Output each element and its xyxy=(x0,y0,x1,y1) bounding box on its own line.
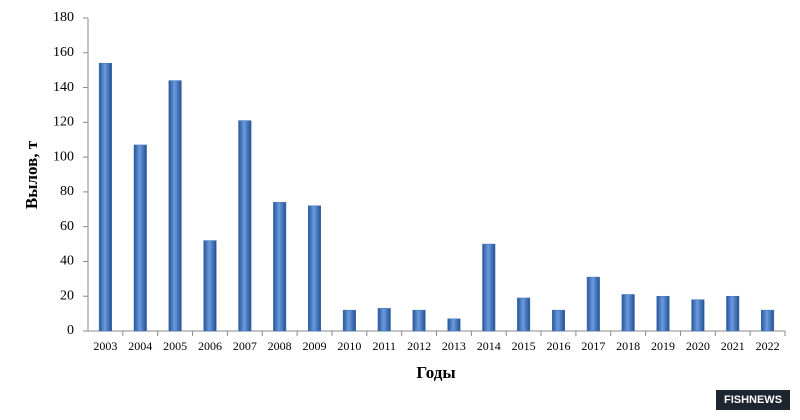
y-tick-label: 140 xyxy=(53,80,74,95)
bar xyxy=(342,309,356,332)
x-tick-label: 2016 xyxy=(546,339,570,353)
x-tick-label: 2012 xyxy=(407,339,431,353)
bar xyxy=(273,202,287,332)
bar xyxy=(308,205,322,332)
bar xyxy=(656,295,670,332)
bar xyxy=(761,309,775,332)
y-tick-label: 100 xyxy=(53,149,74,164)
bar xyxy=(168,80,182,332)
bar xyxy=(482,243,496,332)
bar xyxy=(621,294,635,332)
y-tick-label: 80 xyxy=(60,184,74,199)
x-tick-label: 2017 xyxy=(581,339,605,353)
bar xyxy=(377,308,391,332)
bar xyxy=(98,62,112,332)
x-tick-label: 2009 xyxy=(303,339,327,353)
x-tick-label: 2015 xyxy=(512,339,536,353)
watermark: FISHNEWS xyxy=(724,394,782,406)
x-tick-label: 2021 xyxy=(721,339,745,353)
bar xyxy=(238,120,252,332)
x-tick-label: 2022 xyxy=(756,339,780,353)
watermark-box xyxy=(716,390,790,410)
bar xyxy=(551,309,565,332)
bar xyxy=(133,144,147,332)
y-tick-label: 120 xyxy=(53,115,74,130)
x-axis-title: Годы xyxy=(416,363,455,382)
x-tick-label: 2008 xyxy=(268,339,292,353)
x-tick-label: 2018 xyxy=(616,339,640,353)
x-tick-label: 2010 xyxy=(337,339,361,353)
y-tick-label: 160 xyxy=(53,45,74,60)
bar xyxy=(412,309,426,332)
x-tick-label: 2013 xyxy=(442,339,466,353)
bar xyxy=(447,318,461,332)
bar xyxy=(691,299,705,332)
x-tick-label: 2014 xyxy=(477,339,501,353)
bar xyxy=(726,295,740,332)
x-tick-label: 2020 xyxy=(686,339,710,353)
y-tick-label: 20 xyxy=(60,288,74,303)
y-axis-title: Вылов, т xyxy=(22,140,41,209)
x-tick-label: 2005 xyxy=(163,339,187,353)
bar xyxy=(517,297,531,332)
y-tick-label: 60 xyxy=(60,219,74,234)
y-tick-label: 40 xyxy=(60,254,74,269)
y-tick-label: 180 xyxy=(53,10,74,25)
x-tick-label: 2007 xyxy=(233,339,257,353)
x-tick-label: 2003 xyxy=(93,339,117,353)
x-tick-label: 2004 xyxy=(128,339,152,353)
x-tick-label: 2019 xyxy=(651,339,675,353)
y-tick-label: 0 xyxy=(67,323,74,338)
bar xyxy=(586,276,600,332)
x-tick-label: 2011 xyxy=(372,339,396,353)
bar xyxy=(203,240,217,332)
x-tick-label: 2006 xyxy=(198,339,222,353)
